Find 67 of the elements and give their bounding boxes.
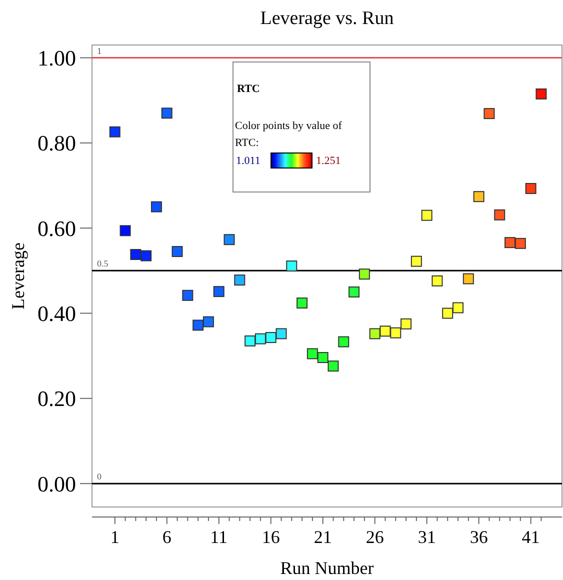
point	[120, 225, 131, 236]
point	[514, 238, 526, 249]
x-tick-label: 21	[314, 527, 332, 547]
annotation: RTC	[237, 83, 260, 95]
point	[150, 201, 162, 212]
x-tick-label: 36	[470, 527, 488, 547]
point	[192, 320, 204, 331]
point	[213, 286, 224, 298]
x-tick-label: 26	[366, 527, 384, 547]
y-tick-label: 0.00	[38, 471, 76, 496]
point	[504, 237, 516, 248]
point	[317, 352, 328, 364]
x-tick-label: 41	[522, 527, 540, 547]
x-tick-label: 16	[262, 527, 280, 547]
ref-line-label: 1	[97, 46, 102, 56]
y-tick-label: 0.20	[38, 386, 76, 412]
x-axis-title: Run Number	[280, 558, 374, 578]
point	[369, 328, 380, 340]
point	[432, 275, 443, 286]
point	[234, 274, 246, 286]
point	[172, 246, 183, 258]
point	[380, 326, 391, 337]
point	[421, 210, 432, 221]
x-tick-label: 1	[110, 527, 120, 547]
point	[410, 256, 422, 267]
y-axis-title: Leverage	[8, 242, 28, 310]
annotation: Color points by value of RTC:	[235, 119, 343, 151]
annotation: 1.251	[316, 155, 341, 167]
point	[328, 360, 339, 372]
x-tick-label: 6	[162, 527, 172, 547]
point	[484, 108, 495, 120]
point	[348, 286, 360, 298]
annotation: 1.011	[236, 155, 260, 167]
point	[140, 250, 152, 262]
point	[182, 290, 194, 301]
point	[494, 209, 506, 220]
y-tick-label: 0.80	[38, 130, 76, 156]
point	[286, 260, 298, 272]
point	[525, 182, 536, 194]
point	[306, 348, 318, 360]
point	[224, 234, 235, 246]
point	[338, 336, 350, 348]
point	[130, 248, 142, 260]
chart-title: Leverage vs. Run	[260, 8, 394, 29]
y-tick-label: 1.00	[38, 45, 76, 70]
point	[202, 316, 214, 328]
point	[452, 302, 464, 314]
y-tick-label: 0.40	[38, 300, 76, 326]
point	[265, 332, 276, 344]
point	[254, 333, 266, 344]
point	[473, 191, 484, 202]
y-tick-label: 0.60	[38, 216, 76, 241]
x-tick-label: 31	[418, 527, 436, 547]
point	[109, 126, 120, 138]
ref-line-label: 0	[97, 472, 102, 482]
point	[442, 308, 454, 319]
point	[536, 88, 547, 100]
point	[296, 298, 308, 309]
point	[390, 327, 402, 338]
point	[244, 335, 256, 346]
point	[276, 328, 287, 340]
ref-line-label: 0.5	[97, 258, 109, 269]
point	[358, 268, 370, 280]
point	[161, 108, 172, 119]
point	[462, 273, 474, 284]
x-tick-label: 11	[210, 527, 228, 547]
point	[400, 318, 412, 330]
